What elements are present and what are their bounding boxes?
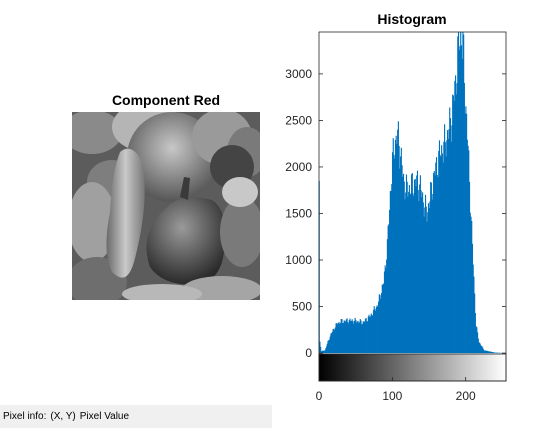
- y-tick-label: 3000: [285, 67, 312, 81]
- intensity-colorbar: [319, 354, 506, 381]
- pixel-info-label: Pixel info:: [3, 411, 46, 422]
- pixel-info-coords: (X, Y): [50, 411, 75, 422]
- y-tick-label: 500: [292, 300, 312, 314]
- y-tick-label: 2500: [285, 113, 312, 127]
- x-tick-label: 100: [382, 389, 402, 403]
- x-tick-label: 0: [316, 389, 323, 403]
- y-tick-label: 2000: [285, 160, 312, 174]
- y-tick-label: 1000: [285, 253, 312, 267]
- x-tick-label: 200: [456, 389, 476, 403]
- pixel-info-value-label: Pixel Value: [80, 411, 129, 422]
- y-tick-label: 0: [305, 346, 312, 360]
- y-tick-label: 1500: [285, 206, 312, 220]
- pixel-info-bar: Pixel info: (X, Y) Pixel Value: [0, 405, 272, 428]
